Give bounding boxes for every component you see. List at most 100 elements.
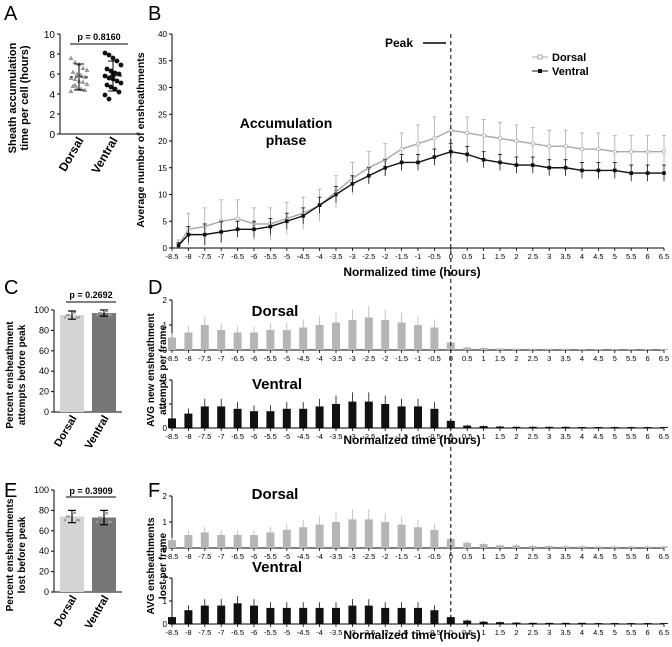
panel-f-bar-dorsal xyxy=(430,529,439,548)
panel-b-point-dorsal xyxy=(448,128,453,133)
panel-letter-f: F xyxy=(148,480,160,502)
panel-b-point-dorsal xyxy=(432,136,437,141)
panel-d-bar-ventral xyxy=(364,401,373,428)
panel-d-bottom-x-tick-label: 3 xyxy=(547,432,551,441)
panel-d-bottom-x-tick-label: -0.5 xyxy=(428,432,441,441)
panel-b-legend: Dorsal Ventral xyxy=(532,52,589,78)
panel-d-top-title: Dorsal xyxy=(252,303,299,320)
panel-a-point-ventral xyxy=(118,80,124,86)
panel-f-bar-ventral xyxy=(430,610,439,624)
panel-a-point-dorsal xyxy=(84,81,90,86)
panel-f-bottom-x-tick-label: 2.5 xyxy=(528,628,538,637)
panel-d-y-tick-label: 2 xyxy=(163,376,168,385)
panel-c-point xyxy=(77,316,81,319)
panel-d-bar-dorsal xyxy=(430,327,439,350)
panel-d-bottom-x-tick-label: -7 xyxy=(218,432,225,441)
panel-b-x-tick-label: 2 xyxy=(514,252,518,261)
panel-f-bar-ventral xyxy=(200,605,209,624)
panel-b-point-ventral xyxy=(186,232,191,237)
panel-f-bottom-x-tick-label: -2.5 xyxy=(362,628,375,637)
panel-a-point-ventral xyxy=(106,96,112,102)
panel-c-category-label: Ventral xyxy=(83,414,112,452)
panel-a-point-ventral xyxy=(106,52,112,58)
panel-b-point-ventral xyxy=(284,219,289,224)
panel-a-point-dorsal xyxy=(80,65,86,70)
panel-d-bar-ventral xyxy=(528,426,537,428)
panel-f-x-tick-label: 0 xyxy=(449,552,453,561)
panel-d-bar-ventral xyxy=(463,425,472,428)
panel-b-phase-line2: phase xyxy=(266,132,307,148)
panel-f-x-tick-label: 2.5 xyxy=(528,552,538,561)
panel-d-bar-ventral xyxy=(545,426,554,428)
panel-f-bottom-x-tick-label: 1.5 xyxy=(495,628,505,637)
panel-f-y-tick-label: 2 xyxy=(163,574,168,583)
panel-a-point-ventral xyxy=(102,50,108,56)
panel-a-point-ventral xyxy=(108,84,114,90)
legend-dorsal-marker xyxy=(537,54,543,60)
panel-f-bar-dorsal xyxy=(168,540,176,548)
panel-b-ylabel: Average number of ensheathments xyxy=(135,52,147,227)
panel-d-bar-dorsal xyxy=(594,349,603,350)
panel-f-bottom-x-tick-label: -2 xyxy=(382,628,389,637)
panel-d-bottom-x-tick-label: -3 xyxy=(349,432,356,441)
panel-e-point xyxy=(65,515,69,518)
panel-a-point-dorsal xyxy=(68,75,74,80)
panel-b-x-tick-label: -4.5 xyxy=(297,252,310,261)
panel-f-bottom-x-tick-label: -1.5 xyxy=(395,628,408,637)
panel-d-x-tick-label: -8 xyxy=(185,354,192,363)
panel-a-point-dorsal xyxy=(72,59,78,64)
panel-f-bar-ventral xyxy=(184,610,193,624)
panel-d-bottom-x-tick-label: 2.5 xyxy=(528,432,538,441)
panel-b-x-tick-label: 3.5 xyxy=(560,252,570,261)
panel-f-x-tick-label: -6.5 xyxy=(231,552,244,561)
panel-f-bar-dorsal xyxy=(184,535,193,548)
panel-c-y-tick-label: 80 xyxy=(39,325,49,335)
panel-b-x-tick-label: -6.5 xyxy=(231,252,244,261)
panel-d-bottom-x-tick-label: -6 xyxy=(251,432,258,441)
panel-e-ylabel-2: lost before peak xyxy=(17,516,28,593)
panel-e-y-tick-label: 0 xyxy=(44,587,49,597)
panel-d-bar-ventral xyxy=(217,406,226,428)
panel-c-point xyxy=(65,313,69,317)
panel-d: AVG new ensheathment attempts per frame … xyxy=(146,296,669,447)
panel-f-x-tick-label: -3 xyxy=(349,552,356,561)
panel-d-x-tick-label: 4.5 xyxy=(593,354,603,363)
panel-a-point-dorsal xyxy=(74,85,80,90)
panel-f-bar-dorsal xyxy=(299,527,308,548)
panel-b-point-dorsal xyxy=(235,216,240,221)
panel-f-bottom-x-tick-label: 2 xyxy=(514,628,518,637)
panel-d-ylabel-2: attempts per frame xyxy=(158,325,169,415)
panel-d-x-tick-label: -4.5 xyxy=(297,354,310,363)
panel-b-x-tick-label: 6.5 xyxy=(659,252,669,261)
panel-d-bar-dorsal xyxy=(463,347,472,350)
panel-d-bar-dorsal xyxy=(168,337,176,350)
panel-c-pvalue: p = 0.2692 xyxy=(69,290,112,300)
panel-d-bar-ventral xyxy=(282,408,291,428)
panel-d-bar-dorsal xyxy=(643,349,652,350)
panel-b-point-ventral xyxy=(645,171,650,175)
panel-f-x-tick-label: 5.5 xyxy=(626,552,636,561)
panel-f-x-tick-label: 1.5 xyxy=(495,552,505,561)
panel-e-y-tick-label: 60 xyxy=(39,526,49,536)
panel-d-bottom-x-tick-label: -6.5 xyxy=(231,432,244,441)
panel-d-bottom-x-tick-label: 4.5 xyxy=(593,432,603,441)
panel-a-point-dorsal xyxy=(82,87,88,92)
panel-a-category-label: Ventral xyxy=(88,135,120,177)
panel-d-ylabel-1: AVG new ensheathment xyxy=(146,312,157,426)
panel-b-point-ventral xyxy=(481,157,486,162)
panel-b-x-tick-label: 2.5 xyxy=(528,252,538,261)
panel-b-point-dorsal xyxy=(481,133,486,138)
panel-d-bar-ventral xyxy=(381,404,390,428)
panel-f-x-tick-label: -5.5 xyxy=(264,552,277,561)
panel-c-point xyxy=(99,311,103,315)
panel-e-axes: 0 20 40 60 80 100 Dorsal Ventral xyxy=(34,485,122,631)
panel-e-point xyxy=(97,516,101,519)
panel-f-x-tick-label: 4 xyxy=(580,552,584,561)
panel-b-point-dorsal xyxy=(530,141,535,146)
panel-d-bar-dorsal xyxy=(627,349,636,350)
panel-b-point-ventral xyxy=(596,168,601,173)
panel-e-point xyxy=(109,520,113,524)
panel-d-bar-ventral xyxy=(496,426,504,428)
panel-f-y-tick-label: 0 xyxy=(163,620,168,629)
